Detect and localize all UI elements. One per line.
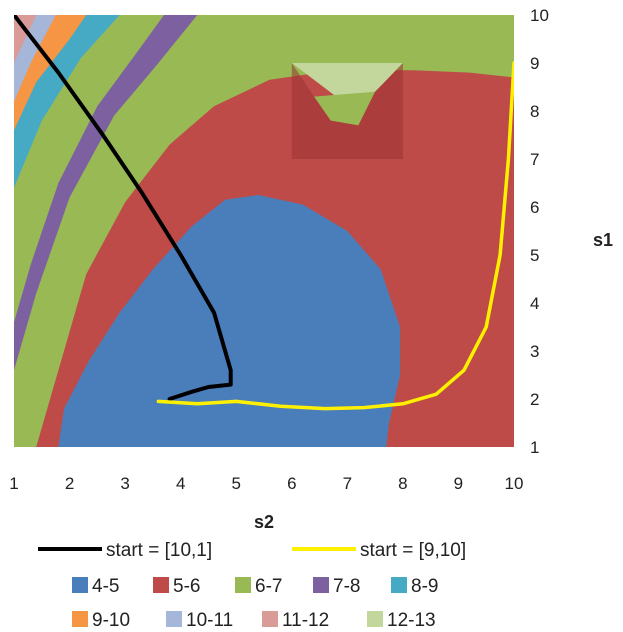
legend-swatch — [166, 611, 182, 627]
y-tick-label: 2 — [530, 390, 539, 409]
legend-band-label: 5-6 — [173, 576, 200, 597]
contour-bands — [14, 15, 514, 447]
legend-item-band: 7-8 — [313, 576, 360, 597]
x-tick-label: 9 — [454, 474, 463, 493]
x-tick-label: 8 — [398, 474, 407, 493]
y-tick-label: 6 — [530, 198, 539, 217]
series-line-1 — [156, 61, 514, 411]
legend-band-label: 8-9 — [411, 576, 438, 597]
legend-item-band: 12-13 — [367, 610, 436, 631]
legend-series-label: start = [9,10] — [360, 540, 466, 561]
y-tick-label: 9 — [530, 54, 539, 73]
legend: start = [10,1] start = [9,10] 4-5 5-6 6-7 7-8… — [38, 540, 466, 631]
legend-item-series: start = [9,10] — [292, 540, 466, 561]
plot-area — [14, 15, 514, 447]
legend-series-label: start = [10,1] — [106, 540, 212, 561]
legend-band-label: 4-5 — [92, 576, 119, 597]
legend-band-label: 9-10 — [92, 610, 130, 631]
x-axis-title: s2 — [254, 512, 274, 532]
legend-band-label: 10-11 — [186, 610, 233, 631]
y-tick-label: 7 — [530, 150, 539, 169]
x-tick-label: 6 — [287, 474, 296, 493]
legend-band-label: 11-12 — [282, 610, 329, 631]
legend-swatch — [367, 611, 383, 627]
y-tick-label: 5 — [530, 246, 539, 265]
legend-swatch — [153, 577, 169, 593]
y-tick-label: 1 — [530, 438, 539, 457]
legend-item-band: 11-12 — [262, 610, 329, 631]
x-axis-ticks: 1 2 3 4 5 6 7 8 9 10 — [9, 474, 523, 493]
legend-item-series: start = [10,1] — [38, 540, 212, 561]
legend-band-label: 7-8 — [333, 576, 360, 597]
contour-band-11-12-6 — [14, 15, 37, 63]
y-axis-title: s1 — [593, 230, 613, 250]
legend-item-band: 10-11 — [166, 610, 233, 631]
contour-shade-peak — [291, 63, 403, 159]
legend-swatch — [235, 577, 251, 593]
legend-swatch — [72, 611, 88, 627]
legend-item-band: 6-7 — [235, 576, 282, 597]
series-lines — [14, 15, 514, 411]
contour-band-12-13-8 — [291, 63, 403, 97]
legend-swatch — [262, 611, 278, 627]
contour-band-6-7-0 — [14, 15, 514, 447]
legend-item-band: 8-9 — [391, 576, 438, 597]
x-tick-label: 10 — [505, 474, 524, 493]
legend-item-band: 4-5 — [72, 576, 119, 597]
x-tick-label: 5 — [231, 474, 240, 493]
legend-swatch — [391, 577, 407, 593]
legend-item-band: 5-6 — [153, 576, 200, 597]
series-line-0 — [14, 15, 233, 401]
legend-band-label: 12-13 — [387, 610, 436, 631]
contour-band-4-5-7 — [58, 195, 401, 447]
legend-swatch — [313, 577, 329, 593]
y-tick-label: 3 — [530, 342, 539, 361]
y-tick-label: 8 — [530, 102, 539, 121]
x-tick-label: 1 — [9, 474, 18, 493]
y-tick-label: 4 — [530, 294, 539, 313]
legend-item-band: 9-10 — [72, 610, 130, 631]
contour-band-6-7-9 — [314, 91, 376, 126]
x-tick-label: 4 — [176, 474, 185, 493]
y-axis-ticks: 1 2 3 4 5 6 7 8 9 10 — [530, 6, 549, 457]
legend-band-label: 6-7 — [255, 576, 282, 597]
y-tick-label: 10 — [530, 6, 549, 25]
x-tick-label: 3 — [120, 474, 129, 493]
x-tick-label: 7 — [343, 474, 352, 493]
legend-swatch — [72, 577, 88, 593]
x-tick-label: 2 — [65, 474, 74, 493]
